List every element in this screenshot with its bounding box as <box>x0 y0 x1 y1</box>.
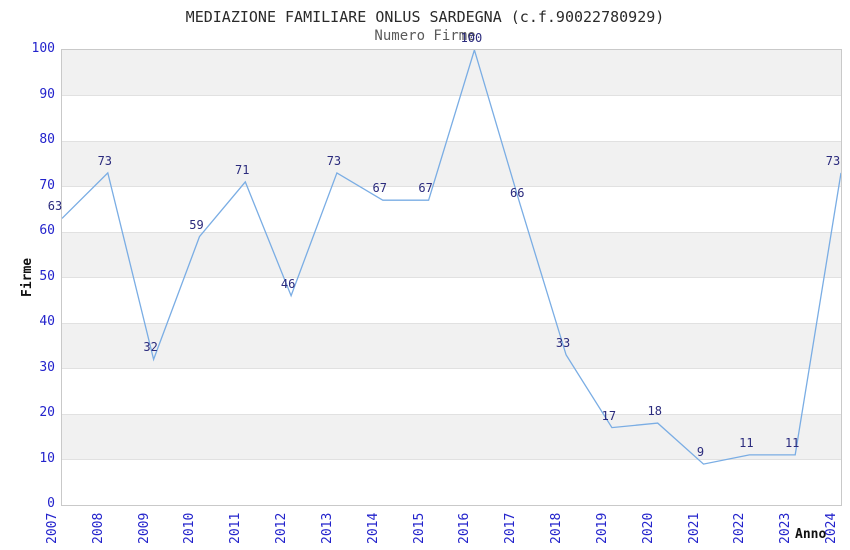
y-gridline <box>62 95 841 96</box>
x-tick-label: 2018 <box>549 512 565 544</box>
data-point-label: 73 <box>825 153 841 168</box>
chart-subtitle: Numero Firme <box>374 28 476 44</box>
x-tick-label: 2021 <box>686 512 702 544</box>
x-tick-label: 2008 <box>90 512 106 544</box>
background-band <box>62 141 841 187</box>
x-tick-label: 2011 <box>228 512 244 544</box>
background-band <box>62 232 841 278</box>
data-point-label: 71 <box>235 162 250 177</box>
y-tick-label: 90 <box>39 86 55 102</box>
chart-title: MEDIAZIONE FAMILIARE ONLUS SARDEGNA (c.f… <box>185 8 665 26</box>
data-point-label: 73 <box>326 153 342 168</box>
data-point-label: 67 <box>418 181 433 196</box>
y-tick-label: 30 <box>39 359 55 375</box>
y-tick-label: 20 <box>39 405 55 420</box>
data-point-label: 67 <box>372 181 387 196</box>
y-gridline <box>62 413 841 415</box>
x-tick-label: 2010 <box>182 512 198 544</box>
background-band <box>62 95 841 141</box>
y-tick-label: 40 <box>39 314 55 329</box>
y-tick-label: 0 <box>47 496 55 511</box>
y-gridline <box>62 368 841 369</box>
y-gridline <box>62 186 841 187</box>
x-tick-label: 2009 <box>136 512 152 544</box>
y-gridline <box>62 459 841 460</box>
background-band <box>62 323 841 369</box>
x-tick-label: 2024 <box>824 512 839 544</box>
x-tick-label: 2020 <box>640 512 656 544</box>
data-point-label: 11 <box>784 435 800 450</box>
y-tick-label: 70 <box>39 177 55 193</box>
data-point-label: 100 <box>460 31 483 45</box>
background-band <box>62 414 841 460</box>
y-gridline <box>62 140 841 142</box>
background-band <box>62 459 841 505</box>
x-tick-label: 2019 <box>594 512 610 544</box>
background-band <box>62 277 841 323</box>
background-band <box>62 186 841 232</box>
data-point-label: 11 <box>739 435 754 450</box>
x-tick-label: 2013 <box>319 512 335 544</box>
series-plot <box>62 50 841 465</box>
background-band <box>62 368 841 414</box>
x-tick-label: 2007 <box>45 512 60 544</box>
plot-area <box>61 49 842 506</box>
x-tick-label: 2022 <box>732 512 748 544</box>
background-band <box>62 50 841 96</box>
x-tick-label: 2015 <box>411 512 427 544</box>
data-point-label: 18 <box>647 404 662 419</box>
data-point-label: 73 <box>97 153 113 168</box>
x-tick-label: 2023 <box>778 512 794 544</box>
x-tick-label: 2016 <box>457 512 473 544</box>
y-gridline <box>62 277 841 278</box>
x-tick-label: 2014 <box>365 512 381 544</box>
data-point-label: 17 <box>601 408 617 423</box>
y-tick-label: 60 <box>39 223 55 238</box>
data-point-label: 66 <box>510 185 525 200</box>
y-tick-label: 50 <box>39 268 55 284</box>
series-line <box>62 50 841 465</box>
y-tick-label: 80 <box>39 132 55 147</box>
data-point-label: 32 <box>143 340 158 355</box>
y-gridline <box>62 231 841 233</box>
data-point-label: 63 <box>47 199 63 214</box>
y-tick-label: 100 <box>31 41 55 56</box>
x-axis-title: Anno <box>795 527 827 542</box>
data-point-label: 9 <box>696 445 705 460</box>
y-tick-label: 10 <box>39 450 55 466</box>
data-point-label: 59 <box>189 217 204 232</box>
data-point-label: 46 <box>280 276 296 291</box>
y-gridline <box>62 322 841 324</box>
x-tick-label: 2012 <box>274 512 290 544</box>
data-point-label: 33 <box>555 335 571 350</box>
x-tick-label: 2017 <box>503 512 519 544</box>
